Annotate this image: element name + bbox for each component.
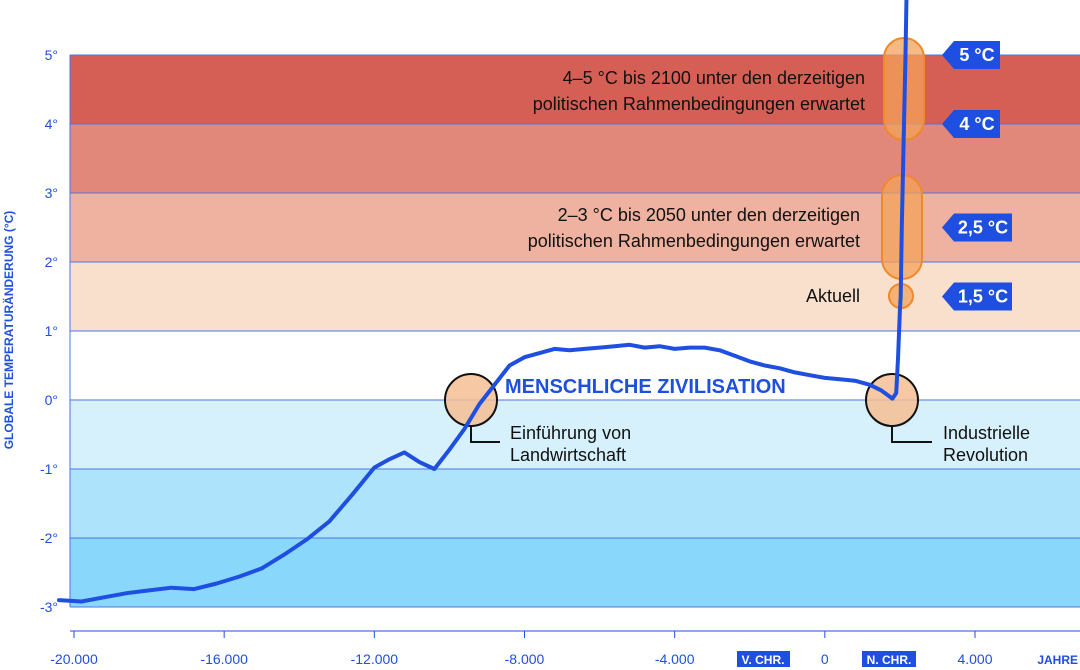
y-tick-label: -2°: [40, 530, 58, 546]
era-label-bc-bg: [737, 651, 790, 667]
era-label-ad-bg: [862, 651, 916, 667]
band-1: [70, 469, 1080, 538]
y-tick-label: -3°: [40, 599, 58, 615]
band-5: [70, 124, 1080, 193]
industrial-label-line2: Revolution: [943, 445, 1028, 465]
x-axis-title: JAHRE: [1037, 653, 1078, 667]
y-tick-label: 2°: [45, 254, 58, 270]
annotation-2050-line1: 2–3 °C bis 2050 unter den derzeitigen: [558, 205, 860, 225]
human-civilization-label: MENSCHLICHE ZIVILISATION: [505, 376, 786, 398]
x-tick-label: -8.000: [505, 651, 545, 667]
y-tick-label: 5°: [45, 47, 58, 63]
y-tick-label: -1°: [40, 461, 58, 477]
annotation-current: Aktuell: [806, 286, 860, 306]
value-pills: 5 °C 4 °C 2,5 °C 1,5 °C: [942, 41, 1012, 311]
value-pill-label: 2,5 °C: [958, 218, 1008, 238]
annotation-2100: 4–5 °C bis 2100 unter den derzeitigen po…: [533, 68, 865, 114]
y-tick-label: 0°: [45, 392, 58, 408]
x-tick-label: -16.000: [200, 651, 248, 667]
annotation-2050-line2: politischen Rahmenbedingungen erwartet: [528, 231, 860, 251]
temperature-series-line: [57, 0, 909, 604]
value-pill-bg: [942, 213, 1012, 242]
agriculture-label-line2: Landwirtschaft: [510, 445, 626, 465]
band-4: [70, 193, 1080, 262]
x-tick-label: 4.000: [957, 651, 992, 667]
value-pill-label: 4 °C: [959, 114, 994, 134]
x-tick-label: -20.000: [50, 651, 98, 667]
value-pill-bg: [942, 282, 1012, 311]
annotation-2100-line1: 4–5 °C bis 2100 unter den derzeitigen: [563, 68, 865, 88]
x-tick-label: -12.000: [351, 651, 399, 667]
value-pill-label: 1,5 °C: [958, 287, 1008, 307]
era-label-bc-text: V. CHR.: [742, 653, 785, 667]
y-tick-label: 4°: [45, 116, 58, 132]
era-label-ad-text: N. CHR.: [867, 653, 912, 667]
y-axis-ticks: -3° -2° -1° 0° 1° 2° 3° 4° 5°: [40, 47, 58, 615]
annotation-2050: 2–3 °C bis 2050 unter den derzeitigen po…: [528, 205, 860, 251]
agriculture-leader-line: [470, 426, 500, 443]
value-pill-bg: [942, 41, 1000, 69]
band-3: [70, 262, 1080, 331]
agriculture-label-line1: Einführung von: [510, 423, 631, 443]
y-axis-title: GLOBALE TEMPERATURÄNDERUNG (°C): [1, 211, 16, 450]
band-0: [70, 538, 1080, 607]
value-pill-label: 5 °C: [959, 45, 994, 65]
value-pill-bg: [942, 110, 1000, 138]
era-label-ad: N. CHR.: [862, 651, 916, 667]
y-tick-label: 3°: [45, 185, 58, 201]
industrial-label-line1: Industrielle: [943, 423, 1030, 443]
x-axis-ticks: -20.000 -16.000 -12.000 -8.000 -4.000 0 4.000: [50, 630, 1080, 667]
era-label-bc: V. CHR.: [737, 651, 790, 667]
x-tick-label: 0: [821, 651, 829, 667]
annotation-2100-line2: politischen Rahmenbedingungen erwartet: [533, 94, 865, 114]
x-tick-label: -4.000: [655, 651, 695, 667]
y-tick-label: 1°: [45, 323, 58, 339]
industrial-leader-line: [891, 426, 932, 443]
